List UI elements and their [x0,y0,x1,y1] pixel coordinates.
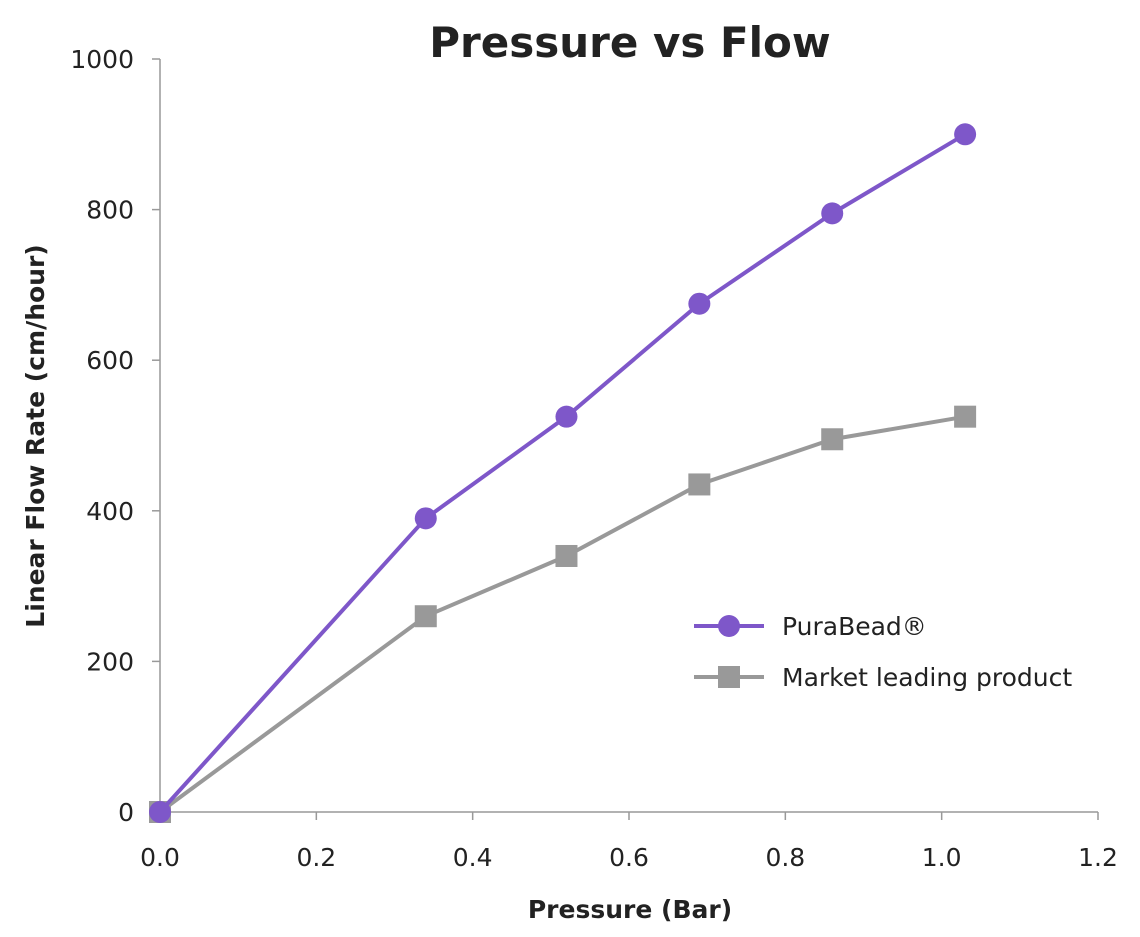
series-layer [149,123,977,823]
data-point [954,405,977,428]
data-point [414,507,437,530]
y-tick-label: 1000 [70,45,134,74]
data-point [555,544,578,567]
x-tick-label: 0.2 [296,843,336,872]
series-0 [149,123,977,823]
y-tick-label: 0 [118,798,134,827]
chart-title: Pressure vs Flow [429,18,830,67]
data-point [821,428,844,451]
data-point [688,473,711,496]
legend: PuraBead® Market leading product [694,612,1072,692]
data-point [821,202,844,225]
data-point [954,123,977,146]
legend-label: PuraBead® [782,612,927,641]
legend-label: Market leading product [782,663,1072,692]
data-point [555,405,578,428]
y-axis-label: Linear Flow Rate (cm/hour) [21,244,50,627]
x-tick-label: 0.0 [140,843,180,872]
legend-item: PuraBead® [694,612,927,641]
x-tick-label: 0.6 [609,843,649,872]
data-point [414,605,437,628]
legend-item: Market leading product [694,663,1072,692]
y-tick-label: 200 [86,647,134,676]
y-tick-label: 400 [86,497,134,526]
x-tick-label: 1.2 [1078,843,1118,872]
y-tick-label: 600 [86,346,134,375]
x-axis-label: Pressure (Bar) [528,895,732,924]
x-tick-label: 0.8 [765,843,805,872]
data-point [149,801,171,823]
data-point [688,292,711,315]
series-line [158,414,966,814]
series-line [158,132,967,814]
y-tick-label: 800 [86,196,134,225]
legend-marker [718,666,740,688]
legend-marker [718,615,740,637]
axes: 0 200 400 600 800 1000 0.0 0.2 0.4 0.6 0.8 1.0 1.2 [70,45,1118,872]
x-tick-label: 1.0 [922,843,962,872]
x-tick-label: 0.4 [453,843,493,872]
